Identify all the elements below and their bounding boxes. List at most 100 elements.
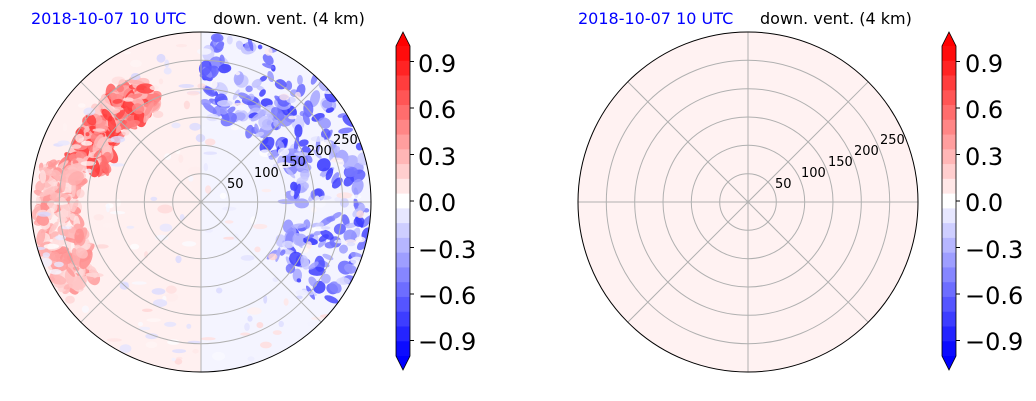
field-cell-negative [324, 241, 335, 249]
right-rtick-50: 50 [775, 177, 792, 192]
field-speckle [261, 188, 272, 193]
field-speckle [37, 211, 51, 217]
field-cell-negative [316, 158, 331, 172]
field-cell-negative [251, 78, 262, 88]
field-speckle [226, 35, 233, 45]
field-speckle [110, 135, 126, 143]
field-cell-positive [39, 169, 47, 184]
colorbar-level [396, 326, 410, 342]
field-speckle [268, 253, 278, 261]
field-cell-positive [49, 251, 60, 262]
left-grid [31, 32, 371, 372]
colorbar-level [396, 90, 410, 106]
field-speckle [83, 107, 96, 116]
field-cell-negative [313, 149, 322, 159]
field-speckle [49, 269, 62, 275]
field-speckle [178, 154, 184, 163]
field-speckle [171, 357, 176, 362]
field-cell-positive [85, 272, 104, 278]
field-cell-negative [339, 197, 349, 208]
field-speckle [272, 330, 282, 335]
colorbar-level [396, 341, 410, 357]
field-speckle [244, 322, 250, 331]
left-cbar-tick-0.9: 0.9 [418, 50, 456, 78]
field-cell-negative [351, 178, 364, 195]
field-cell-negative [285, 263, 296, 274]
field-cell-positive [74, 228, 85, 244]
field-speckle [187, 166, 202, 176]
field-cell-negative [344, 166, 358, 178]
field-cell-negative [342, 155, 359, 170]
field-speckle [171, 122, 181, 129]
field-speckle [183, 100, 190, 110]
field-cell-negative [320, 229, 334, 240]
colorbar-level [942, 90, 956, 106]
colorbar-level [396, 134, 410, 150]
field-speckle [175, 44, 188, 48]
colorbar-level [396, 60, 410, 76]
field-cell-negative [339, 244, 348, 254]
field-cell-positive [144, 100, 155, 117]
field-cell-negative [296, 278, 302, 283]
left-rtick-200: 200 [307, 144, 332, 159]
field-speckle [150, 196, 158, 201]
field-cell-negative [293, 135, 300, 153]
field-cell-negative [302, 112, 310, 126]
field-speckle [247, 315, 253, 322]
field-cell-negative [308, 266, 326, 276]
field-speckle [231, 126, 239, 131]
field-speckle [65, 295, 75, 304]
left-title-date: 2018-10-07 10 UTC [31, 9, 186, 28]
right-cbar-tick-0.9: 0.9 [965, 50, 1003, 78]
field-speckle [346, 242, 356, 247]
field-cell-negative [325, 107, 335, 113]
field-speckle [288, 115, 297, 120]
field-cell-negative [292, 233, 304, 246]
field-speckle [310, 136, 325, 142]
field-speckle [322, 90, 335, 94]
colorbar-level [396, 75, 410, 91]
colorbar-level [942, 341, 956, 357]
field-speckle [78, 103, 86, 108]
field-cell-negative [218, 63, 232, 74]
field-speckle [217, 100, 233, 107]
field-speckle [186, 323, 192, 329]
right-rtick-200: 200 [854, 144, 879, 159]
field-cell-negative [344, 222, 358, 229]
field-speckle [110, 163, 125, 167]
field-speckle [276, 162, 292, 169]
field-cell-negative [291, 223, 307, 229]
field-speckle [240, 332, 251, 336]
colorbar-level [942, 311, 956, 327]
field-cell-negative [262, 63, 275, 69]
field-speckle [356, 210, 365, 219]
field-cell-negative [259, 89, 266, 97]
right-rtick-150: 150 [828, 155, 853, 170]
field-speckle [172, 349, 187, 354]
field-cell-negative [318, 117, 331, 129]
field-speckle [106, 338, 122, 342]
colorbar-level [942, 296, 956, 313]
field-speckle [294, 152, 310, 157]
field-cell-positive [75, 247, 88, 259]
field-speckle [81, 140, 93, 146]
field-speckle [283, 298, 289, 306]
angular-gridline-225 [80, 201, 202, 323]
field-cell-negative [210, 33, 224, 43]
right-rtick-250: 250 [880, 133, 905, 148]
right-cbar-tick-m0.3: −0.3 [965, 236, 1023, 264]
field-speckle [314, 199, 326, 208]
field-speckle [42, 252, 50, 258]
colorbar-level [396, 178, 410, 195]
field-cell-negative [259, 75, 268, 82]
field-cell-negative [338, 127, 354, 134]
field-cell-negative [329, 281, 342, 294]
left-cbar-tick-m0.9: −0.9 [418, 328, 476, 356]
field-cell-positive [115, 109, 126, 121]
right-colorbar [941, 31, 960, 371]
field-cell-positive [36, 228, 46, 246]
field-cell-positive [39, 185, 59, 197]
field-speckle [102, 222, 115, 228]
field-speckle [111, 76, 126, 85]
colorbar-level [396, 46, 410, 62]
